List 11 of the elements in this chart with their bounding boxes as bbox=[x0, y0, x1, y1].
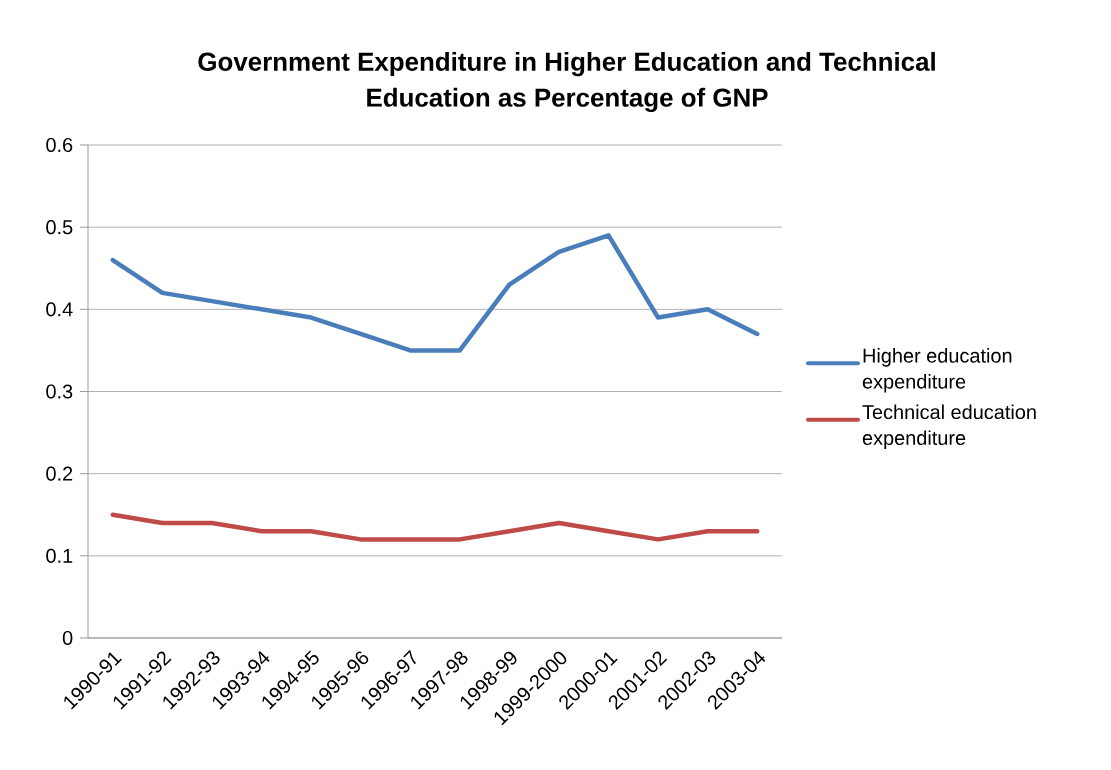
line-series bbox=[110, 233, 760, 353]
y-tick-label: 0.3 bbox=[46, 384, 73, 399]
y-tick-label: 0.5 bbox=[46, 220, 73, 235]
y-tick-label: 0.2 bbox=[46, 466, 73, 481]
y-tick-label: 0.1 bbox=[46, 548, 73, 563]
legend-label: Technical education expenditure bbox=[862, 404, 1036, 449]
legend-label: Higher education expenditure bbox=[862, 348, 1012, 393]
y-tick-label: 0.6 bbox=[46, 137, 73, 153]
y-tick-label: 0.4 bbox=[46, 302, 73, 317]
chart-title: Government Expenditure in Higher Education and Technical Education as Percentage of GNP bbox=[198, 51, 935, 113]
y-tick-label: 0 bbox=[62, 630, 73, 646]
